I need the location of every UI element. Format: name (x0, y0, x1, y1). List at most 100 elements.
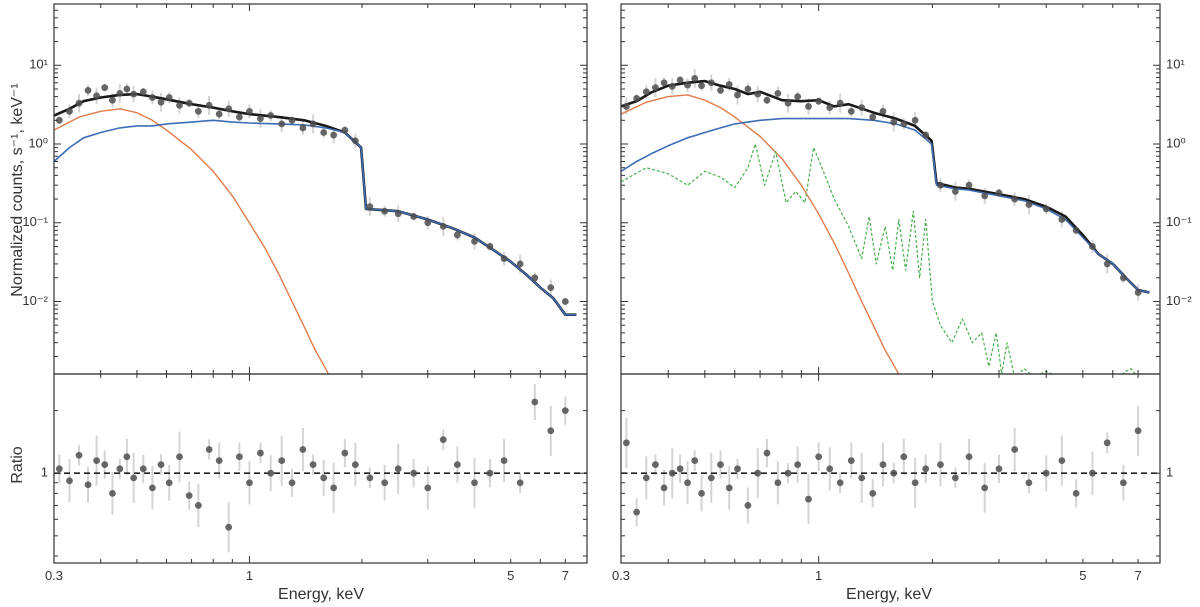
data-point (165, 94, 173, 101)
data-point (130, 474, 138, 482)
data-point (784, 469, 792, 477)
data-point (246, 107, 253, 115)
data-point (847, 107, 855, 115)
y-tick-label: 1 (1166, 465, 1173, 480)
data-point (101, 461, 109, 469)
right-ratio-panel: 1 0.3 1 5 7 (612, 373, 1173, 583)
data-point (66, 107, 73, 115)
y-tick-label: 10⁻² (22, 293, 48, 308)
data-point (225, 105, 233, 113)
data-point (698, 489, 705, 497)
data-point (101, 84, 109, 92)
data-point (676, 76, 684, 84)
data-point (707, 79, 715, 87)
data-point (1119, 274, 1127, 282)
data-point (784, 99, 792, 107)
data-point (278, 120, 286, 128)
data-point (453, 461, 461, 469)
data-point (75, 451, 83, 459)
data-point (123, 453, 131, 461)
data-point (225, 523, 233, 531)
data-point (194, 107, 202, 115)
data-point (55, 116, 63, 124)
data-point (288, 116, 296, 124)
data-point (836, 99, 844, 107)
data-point (330, 131, 338, 139)
data-point (981, 192, 989, 200)
data-point (381, 479, 389, 487)
data-point (622, 439, 630, 447)
data-point (869, 489, 877, 497)
data-point (410, 469, 418, 477)
data-point (84, 86, 92, 94)
data-point (130, 90, 138, 98)
data-point (652, 84, 659, 92)
data-point (185, 99, 193, 107)
data-point (937, 461, 944, 469)
data-point (676, 465, 684, 473)
data-point (176, 453, 183, 461)
data-point (516, 260, 524, 268)
left-ratio-panel: 1 0.3 1 5 7 (41, 373, 588, 583)
data-point (139, 465, 147, 473)
data-point (684, 479, 691, 487)
data-point (309, 461, 317, 469)
data-point (965, 181, 973, 189)
data-point (707, 474, 715, 482)
data-point (75, 99, 83, 107)
data-point (642, 88, 650, 96)
data-point (805, 495, 812, 503)
data-point (698, 82, 705, 90)
soft-component-line (621, 94, 900, 374)
line-emission-component-line (621, 143, 1137, 374)
data-point (66, 477, 73, 485)
data-point (424, 484, 432, 492)
data-point (922, 131, 930, 139)
data-point (815, 453, 823, 461)
data-point (1103, 260, 1111, 268)
data-point (937, 181, 944, 189)
data-point (660, 484, 668, 492)
data-point (734, 465, 741, 473)
x-tick-label: 7 (1134, 568, 1141, 583)
data-point (320, 474, 328, 482)
data-point (1042, 469, 1050, 477)
data-point (668, 82, 676, 90)
data-point (1072, 489, 1080, 497)
data-point (439, 222, 447, 230)
data-point (351, 461, 359, 469)
data-point (622, 103, 630, 110)
x-tick-label: 1 (246, 568, 253, 583)
panel-frame (53, 3, 588, 375)
data-point (826, 104, 834, 112)
data-point (763, 449, 771, 457)
data-point (1089, 469, 1096, 477)
data-point (633, 94, 641, 102)
data-point (109, 96, 116, 104)
x-tick-label: 0.3 (612, 568, 630, 583)
data-point (165, 479, 173, 487)
data-point (794, 93, 802, 101)
data-point (205, 101, 213, 109)
data-point (531, 398, 539, 406)
data-point (1058, 457, 1066, 464)
y-tick-label: 10⁻¹ (1166, 214, 1192, 229)
y-tick-label: 10⁰ (28, 135, 48, 150)
data-point (215, 110, 223, 118)
data-point (471, 479, 478, 487)
x-tick-label: 7 (562, 568, 569, 583)
data-point (288, 479, 296, 487)
data-point (330, 484, 338, 492)
data-point (660, 79, 668, 87)
x-tick-label: 5 (507, 568, 514, 583)
data-point (900, 453, 908, 461)
data-point (500, 255, 508, 263)
data-point (366, 203, 374, 211)
x-tick-label: 5 (1079, 568, 1086, 583)
data-point (366, 474, 374, 482)
main-y-axis-label: Normalized counts, s⁻¹, keV⁻¹ (9, 83, 26, 296)
data-point (1025, 479, 1033, 487)
data-point (995, 189, 1003, 197)
data-point (148, 94, 156, 101)
data-point (351, 137, 359, 145)
